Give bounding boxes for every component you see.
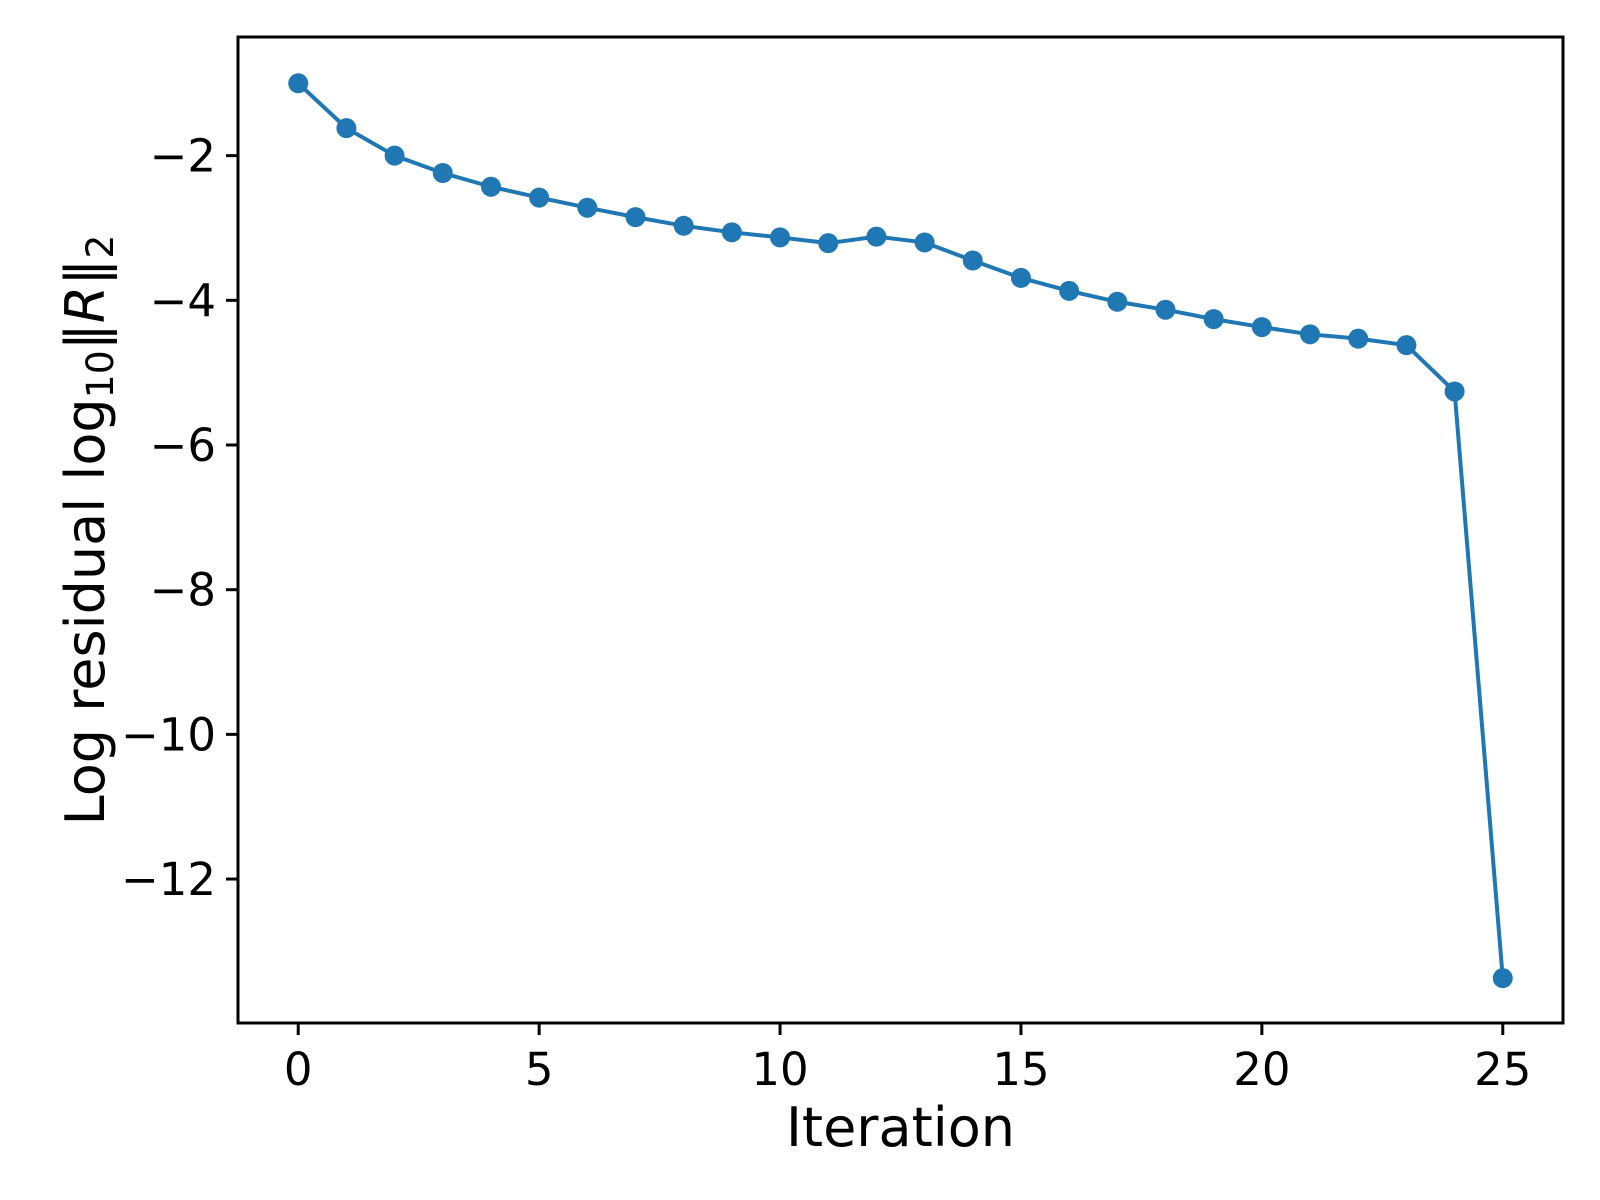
data-point-marker (1348, 328, 1369, 349)
data-point-marker (770, 227, 791, 248)
data-point-marker (384, 145, 405, 166)
data-point-marker (1107, 291, 1128, 312)
data-point-marker (673, 215, 694, 236)
data-point-marker (577, 197, 598, 218)
data-point-marker (1492, 968, 1513, 989)
y-axis-tick-label: −10 (121, 708, 216, 761)
data-point-marker (914, 232, 935, 253)
y-axis-tick-label: −12 (121, 853, 216, 906)
y-axis-label-segment: Log residual log (53, 398, 117, 826)
x-axis-tick-label: 25 (1474, 1043, 1531, 1096)
data-point-marker (1010, 267, 1031, 288)
data-point-marker (818, 233, 839, 254)
y-axis-tick-label: −4 (150, 274, 216, 327)
x-axis-tick-label: 15 (992, 1043, 1049, 1096)
x-axis-tick-label: 10 (751, 1043, 808, 1096)
data-point-marker (1203, 309, 1224, 330)
y-axis-tick-label: −2 (150, 130, 216, 183)
y-axis-tick-label: −6 (150, 419, 216, 472)
data-point-marker (1059, 280, 1080, 301)
data-point-marker (866, 226, 887, 247)
y-axis-label-segment: ‖ (53, 323, 117, 351)
data-point-marker (288, 73, 309, 94)
y-axis-label-segment: 2 (78, 234, 123, 259)
data-point-marker (1155, 299, 1176, 320)
data-point-marker (1300, 324, 1321, 345)
data-point-marker (721, 222, 742, 243)
plot-area-border (236, 35, 1565, 1025)
data-point-marker (625, 207, 646, 228)
data-point-marker (1396, 335, 1417, 356)
x-axis-tick-label: 5 (525, 1043, 554, 1096)
y-axis-label-segment: ‖ (53, 258, 117, 286)
y-axis-label-segment: R (53, 285, 117, 324)
data-point-marker (336, 118, 357, 139)
residual-line (296, 81, 1505, 981)
x-axis-tick-label: 0 (284, 1043, 313, 1096)
data-point-marker (529, 187, 550, 208)
x-axis-label: Iteration (785, 1096, 1016, 1159)
y-axis-label-segment: 10 (78, 350, 123, 399)
x-axis-tick-label: 20 (1233, 1043, 1290, 1096)
data-point-marker (1251, 317, 1272, 338)
data-point-marker (1444, 381, 1465, 402)
data-point-marker (432, 163, 453, 183)
data-point-marker (480, 176, 501, 197)
y-axis-label-text: Log residual log10‖R‖2 (54, 235, 122, 826)
data-point-marker (962, 250, 983, 271)
y-axis-tick-label: −8 (150, 564, 216, 617)
